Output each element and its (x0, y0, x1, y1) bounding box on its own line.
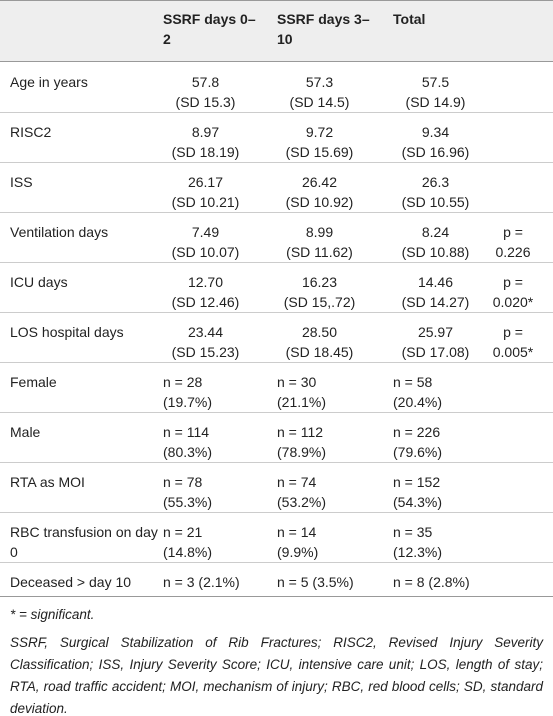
row-separator (0, 162, 553, 163)
cell-text: 26.42 (301, 174, 338, 190)
cell-text: n = 14 (277, 524, 317, 540)
row-separator (0, 462, 553, 463)
row-label: Female (10, 374, 57, 390)
cell-text: (SD 15,.72) (283, 294, 356, 310)
cell-text: n = 78 (163, 474, 203, 490)
cell-text: n = 112 (277, 424, 324, 440)
cell-text: 26.17 (187, 174, 224, 190)
cell-text: (SD 15.3) (175, 94, 236, 110)
row-separator (0, 262, 553, 263)
cell-text: (55.3%) (163, 494, 213, 510)
cell-text: 28.50 (301, 324, 338, 340)
row-label: RBC transfusion on day 0 (10, 524, 158, 560)
cell-text: (78.9%) (277, 444, 327, 460)
row-separator (0, 362, 553, 363)
cell-text: (9.9%) (277, 544, 319, 560)
cell-text: n = 114 (163, 424, 210, 440)
cell-text: 23.44 (187, 324, 224, 340)
row-separator (0, 412, 553, 413)
cell-text: (SD 10.21) (171, 194, 240, 210)
cell-text: (12.3%) (393, 544, 443, 560)
cell-text: n = 28 (163, 374, 203, 390)
row-label: Male (10, 424, 41, 440)
cell-text: 8.97 (191, 124, 220, 140)
table-bottom (0, 596, 553, 597)
cell-text: (SD 10.07) (171, 244, 240, 260)
cell-text: n = 226 (393, 424, 441, 440)
cell-text: (19.7%) (163, 394, 213, 410)
row-separator (0, 512, 553, 513)
cell-text: 25.97 (417, 324, 454, 340)
cell-text: n = 58 (393, 374, 433, 390)
cell-text: (SD 15.23) (171, 344, 240, 360)
cell-text: (SD 14.5) (289, 94, 350, 110)
p-value: 0.020* (492, 294, 534, 310)
cell-text: 14.46 (417, 274, 454, 290)
column-header: SSRF days 0–2 (163, 11, 256, 47)
cell-text: (SD 10.92) (285, 194, 354, 210)
cell-text: n = 152 (393, 474, 441, 490)
cell-text: n = 21 (163, 524, 203, 540)
row-label: Age in years (10, 74, 88, 90)
cell-text: 16.23 (301, 274, 338, 290)
p-value: p = (503, 224, 523, 240)
cell-text: 12.70 (187, 274, 224, 290)
cell-text: (SD 14.9) (405, 94, 466, 110)
row-label: ISS (10, 174, 33, 190)
row-label: RTA as MOI (10, 474, 85, 490)
cell-text: (SD 16.96) (401, 144, 470, 160)
cell-text: 57.8 (191, 74, 220, 90)
cell-text: (SD 15.69) (285, 144, 354, 160)
cell-text: 57.3 (305, 74, 334, 90)
cell-text: (21.1%) (277, 394, 327, 410)
cell-text: (SD 10.88) (401, 244, 470, 260)
cell-text: (54.3%) (393, 494, 443, 510)
cell-text: (SD 18.19) (171, 144, 240, 160)
cell-text: 57.5 (421, 74, 450, 90)
cell-text: n = 3 (2.1%) (163, 574, 240, 590)
row-label: LOS hospital days (10, 324, 124, 340)
p-value: 0.005* (492, 344, 534, 360)
row-separator (0, 112, 553, 113)
column-header: Total (393, 11, 426, 27)
header-band (0, 0, 553, 62)
cell-text: (SD 10.55) (401, 194, 470, 210)
cell-text: (53.2%) (277, 494, 327, 510)
cell-text: (SD 18.45) (285, 344, 354, 360)
cell-text: n = 8 (2.8%) (393, 574, 470, 590)
cell-text: (SD 17.08) (401, 344, 470, 360)
cell-text: n = 30 (277, 374, 317, 390)
cell-text: 9.34 (421, 124, 450, 140)
cell-text: 9.72 (305, 124, 334, 140)
cell-text: n = 35 (393, 524, 433, 540)
footnote: * = significant. (10, 607, 95, 622)
cell-text: (SD 11.62) (286, 244, 353, 260)
row-label: RISC2 (10, 124, 52, 140)
cell-text: 7.49 (191, 224, 220, 240)
cell-text: n = 5 (3.5%) (277, 574, 354, 590)
row-label: Deceased > day 10 (10, 574, 132, 590)
p-value: 0.226 (495, 244, 531, 260)
row-separator (0, 312, 553, 313)
cell-text: (SD 14.27) (401, 294, 470, 310)
cell-text: 26.3 (421, 174, 450, 190)
row-separator (0, 562, 553, 563)
cell-text: 8.24 (421, 224, 450, 240)
cell-text: 8.99 (305, 224, 334, 240)
cell-text: (80.3%) (163, 444, 213, 460)
p-value: p = (503, 324, 523, 340)
cell-text: (20.4%) (393, 394, 443, 410)
p-value: p = (503, 274, 523, 290)
footnote: SSRF, Surgical Stabilization of Rib Frac… (10, 635, 543, 716)
row-label: Ventilation days (10, 224, 109, 240)
cell-text: (14.8%) (163, 544, 213, 560)
cell-text: (79.6%) (393, 444, 443, 460)
cell-text: n = 74 (277, 474, 317, 490)
column-header: SSRF days 3–10 (277, 11, 370, 47)
cell-text: (SD 12.46) (171, 294, 240, 310)
row-label: ICU days (10, 274, 68, 290)
row-separator (0, 212, 553, 213)
